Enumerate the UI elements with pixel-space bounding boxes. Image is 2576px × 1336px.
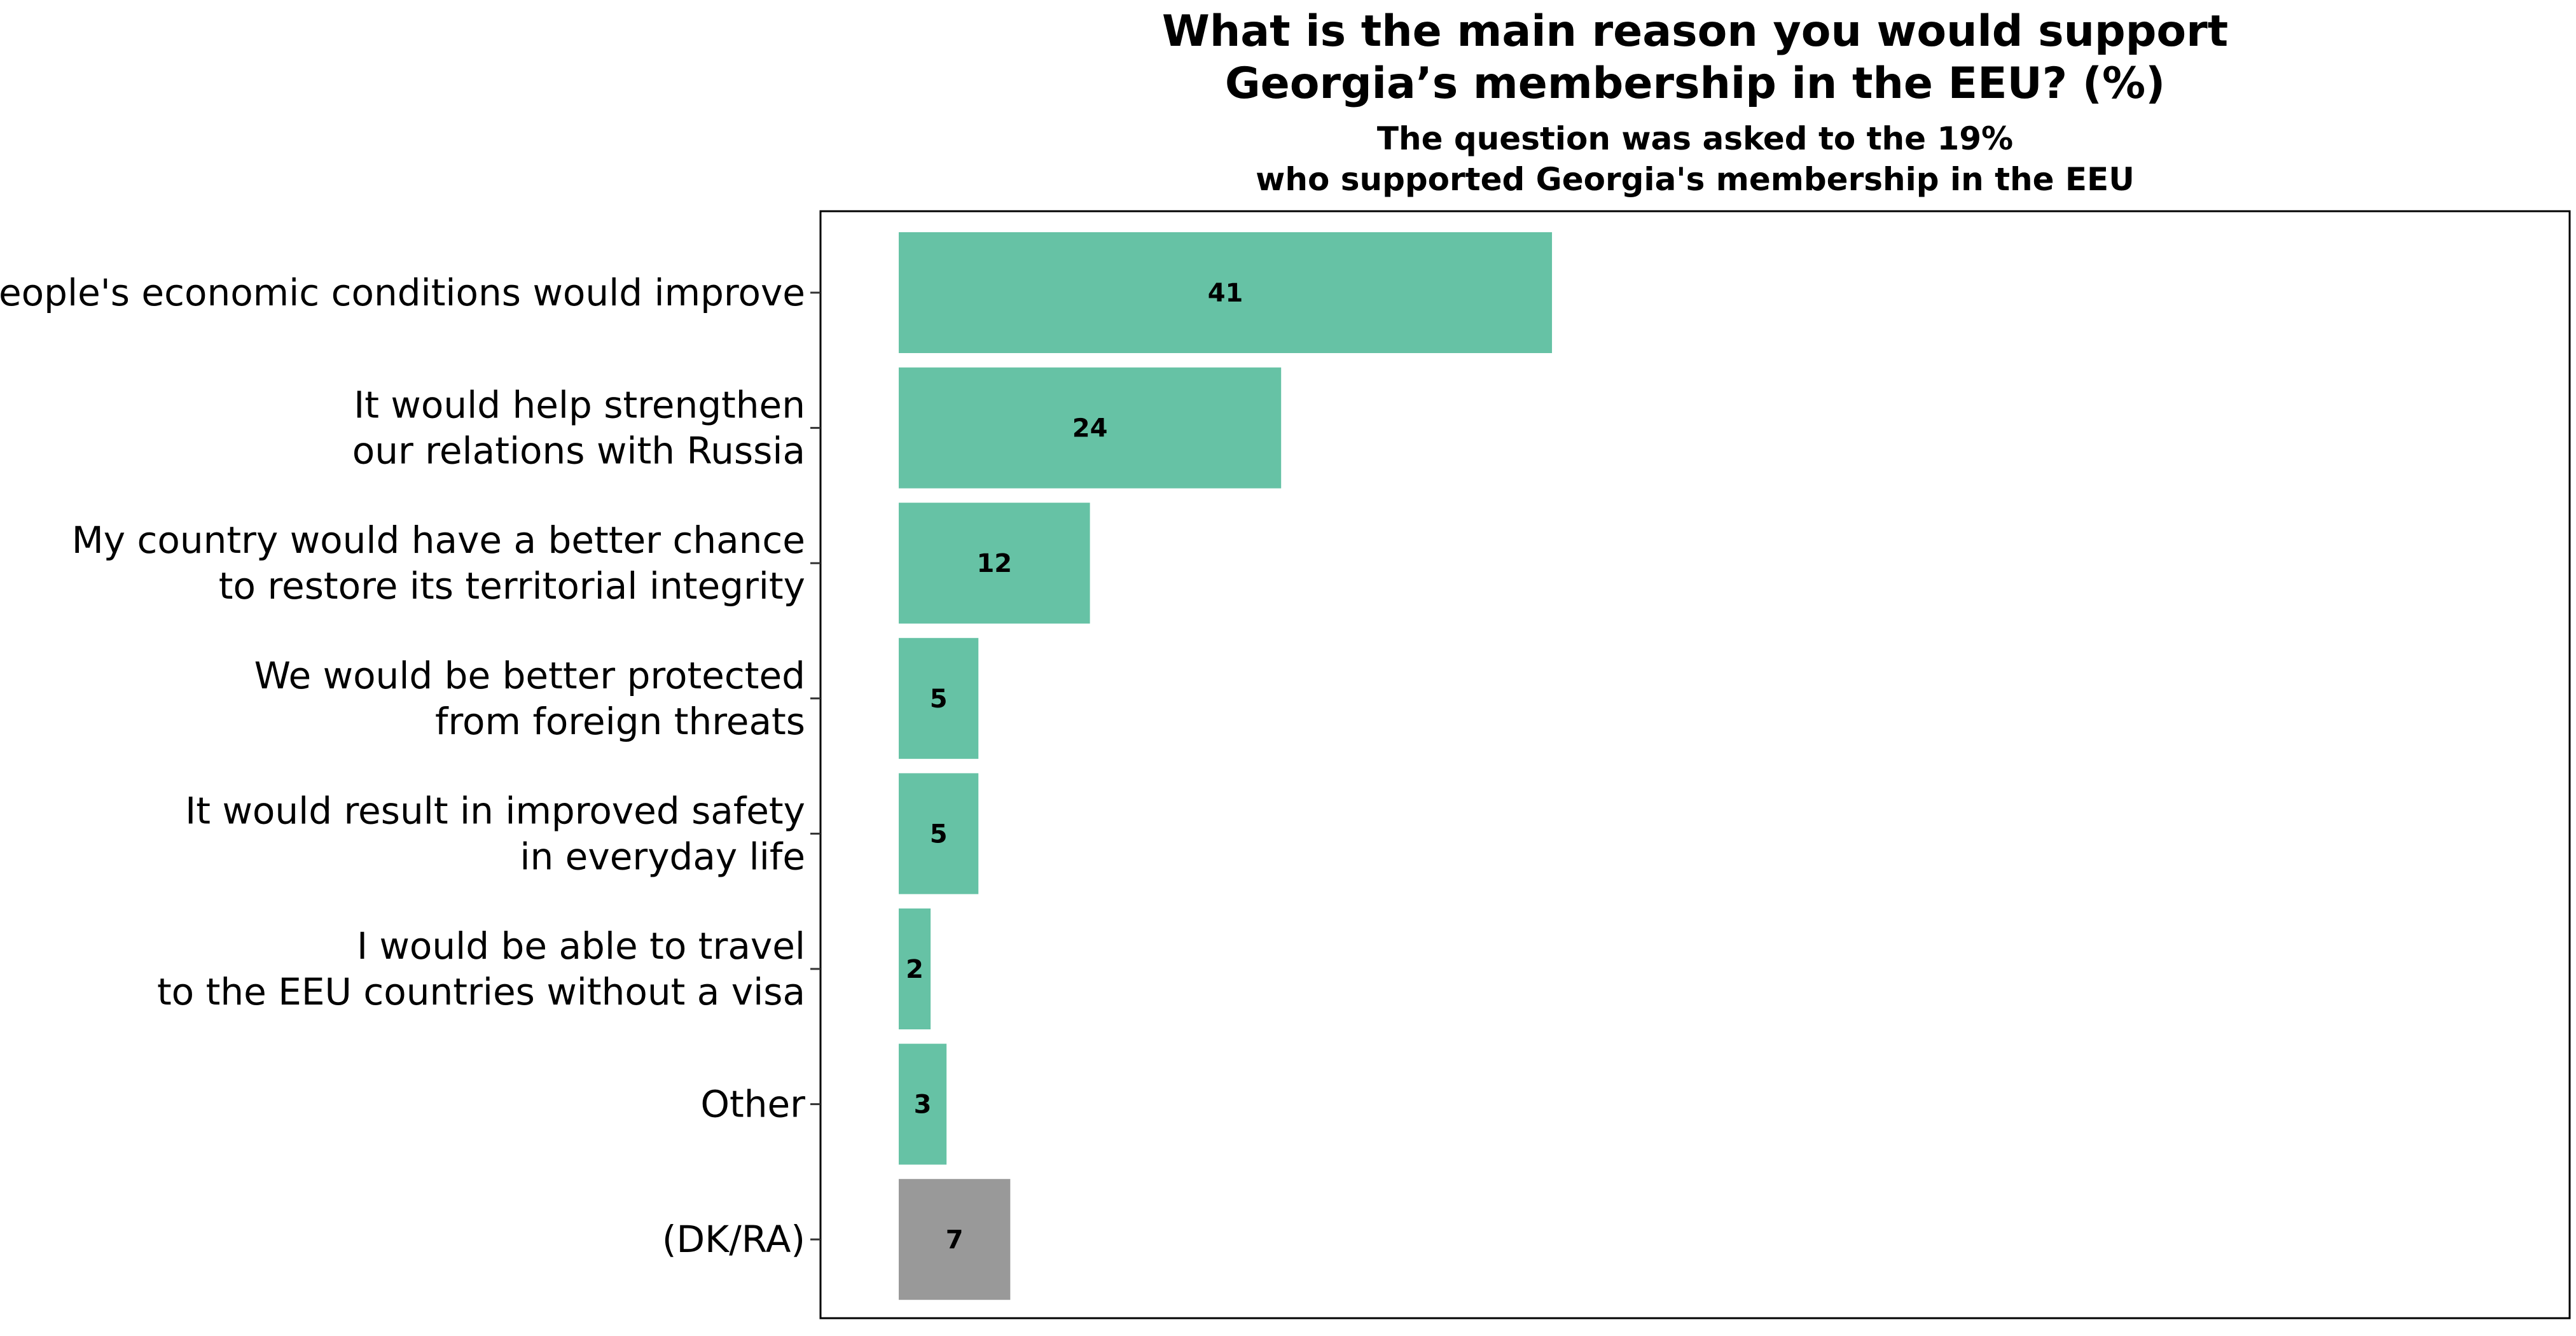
chart-subtitle-line: The question was asked to the 19% (1377, 120, 2013, 157)
chart-title-line: Georgia’s membership in the EEU? (%) (1225, 59, 2165, 109)
category-label: We would be better protected (254, 654, 805, 697)
bar-value-label: 41 (1208, 279, 1243, 308)
bar (899, 1179, 1011, 1300)
category-label: People's economic conditions would impro… (0, 271, 805, 314)
bar (899, 637, 979, 759)
bar (899, 908, 931, 1029)
category-label: to restore its territorial integrity (219, 564, 805, 608)
category-label: My country would have a better chance (72, 518, 805, 562)
chart-subtitle-line: who supported Georgia's membership in th… (1256, 161, 2135, 198)
chart-title-line: What is the main reason you would suppor… (1162, 6, 2228, 57)
bar-value-label: 5 (930, 685, 948, 714)
bar-value-label: 3 (914, 1090, 932, 1120)
category-label: in everyday life (520, 835, 805, 878)
bar (899, 773, 979, 894)
bar (899, 232, 1553, 353)
bar-value-label: 5 (930, 819, 948, 849)
plot-panel-border (819, 210, 2571, 1319)
category-label: I would be able to travel (357, 924, 805, 968)
bar-value-label: 2 (906, 955, 924, 984)
category-label: from foreign threats (435, 700, 805, 743)
bar (899, 367, 1282, 489)
bar (899, 503, 1090, 624)
category-label: our relations with Russia (352, 429, 805, 473)
category-label: It would result in improved safety (185, 789, 805, 832)
bar-value-label: 12 (976, 549, 1012, 578)
bar-value-label: 7 (946, 1225, 964, 1255)
category-label: (DK/RA) (662, 1218, 805, 1261)
bar-value-label: 24 (1072, 414, 1108, 443)
category-label: It would help strengthen (354, 384, 805, 427)
category-label: Other (700, 1083, 805, 1126)
category-label: to the EEU countries without a visa (157, 970, 805, 1013)
bar (899, 1043, 947, 1165)
